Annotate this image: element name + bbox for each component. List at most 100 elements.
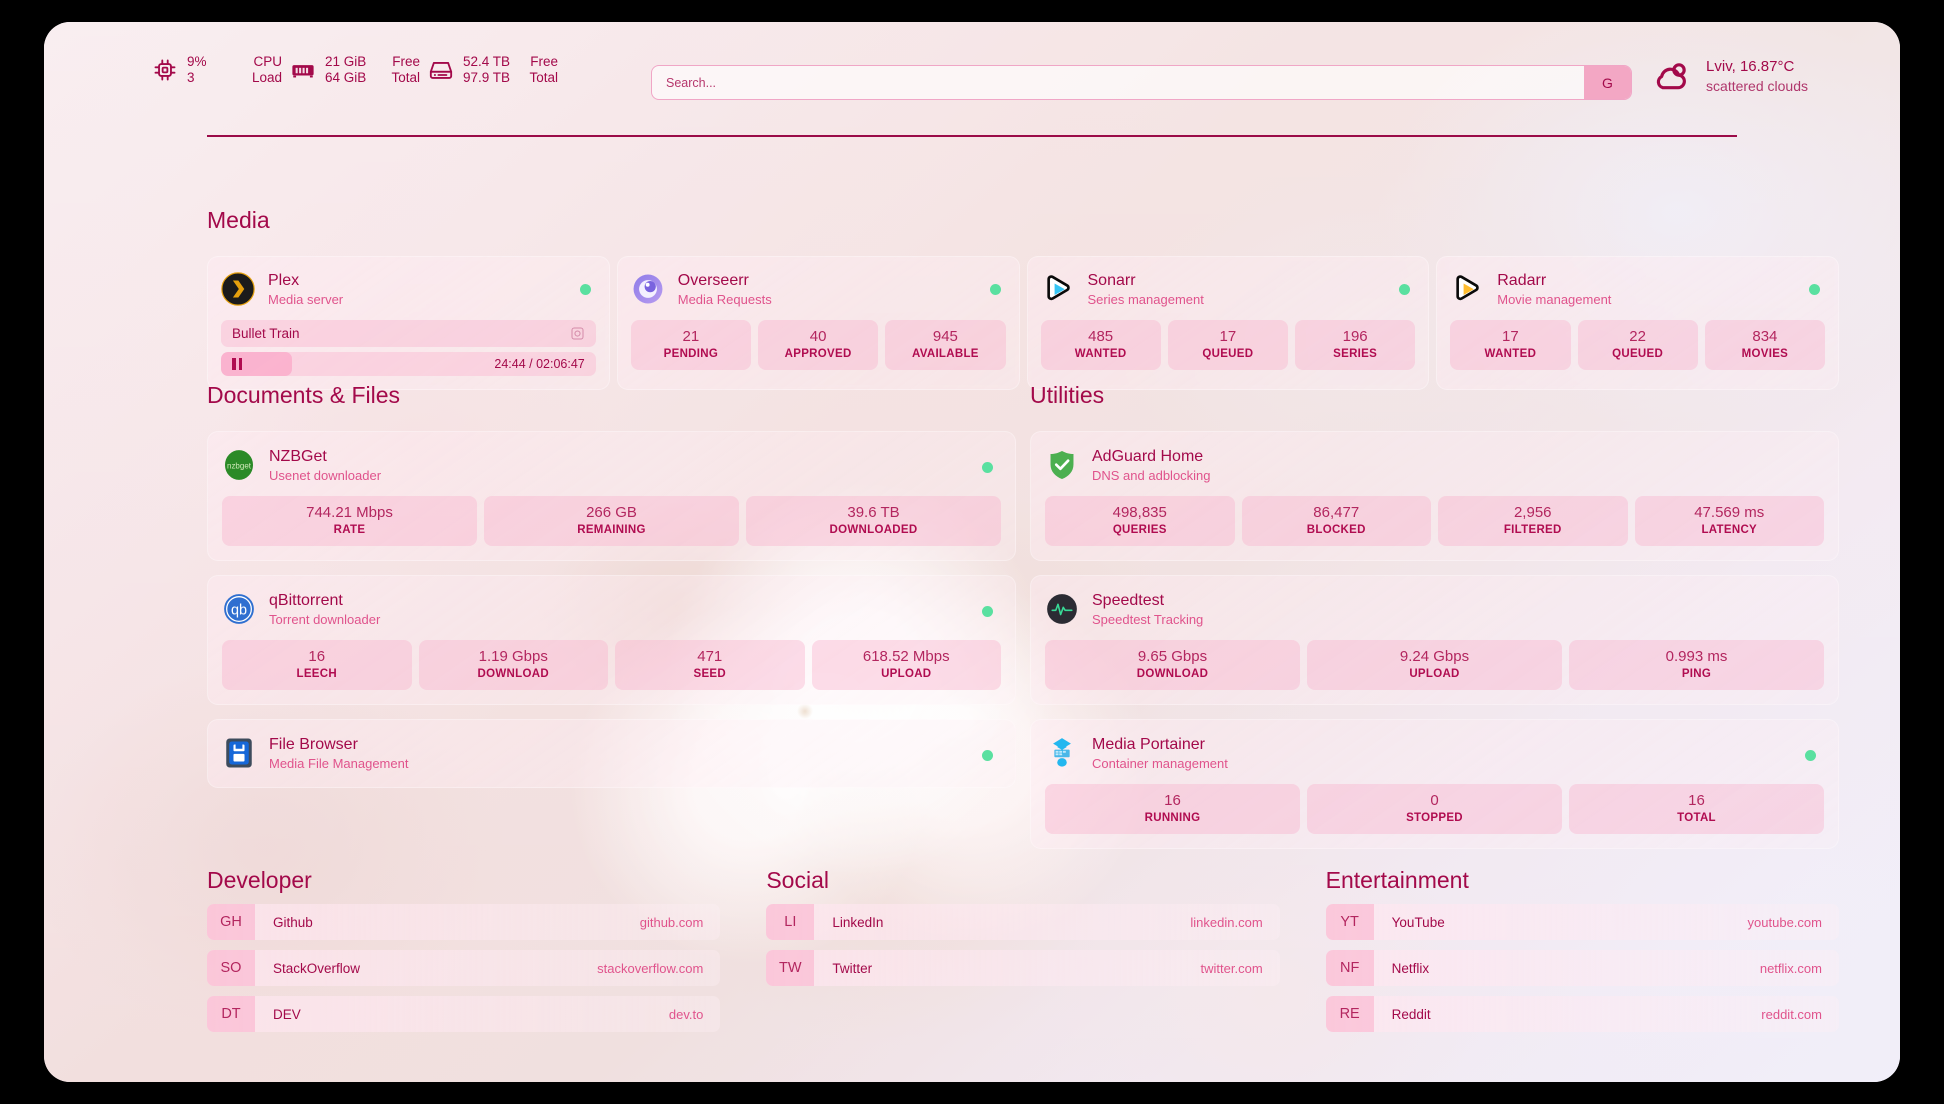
stat-tile[interactable]: 86,477 BLOCKED: [1241, 496, 1431, 546]
stat-label: APPROVED: [784, 348, 852, 360]
service-card[interactable]: Overseerr Media Requests 21 PENDING 40 APPROV…: [616, 256, 1020, 390]
bookmark-link[interactable]: GH Github github.com: [207, 904, 721, 940]
bookmark-link[interactable]: DT DEV dev.to: [207, 996, 721, 1032]
search-bar[interactable]: G: [651, 65, 1632, 100]
utilities-card-stack: AdGuard Home DNS and adblocking 498,835 QUE…: [1030, 431, 1839, 849]
stat-tile[interactable]: 39.6 TB DOWNLOADED: [746, 496, 1001, 546]
stat-tile[interactable]: 498,835 QUERIES: [1045, 496, 1235, 546]
app-name: Sonarr: [1087, 271, 1136, 289]
bookmark-url: twitter.com: [1200, 960, 1263, 976]
card-header[interactable]: Sonarr Series management: [1041, 269, 1416, 309]
bookmark-link[interactable]: YT YouTube youtube.com: [1325, 904, 1839, 940]
stat-tile[interactable]: 0 STOPPED: [1307, 784, 1562, 834]
card-header[interactable]: Media Portainer Container management: [1045, 733, 1824, 773]
cpu-icon: [152, 57, 178, 83]
service-card[interactable]: Media Portainer Container management 16 RUN…: [1030, 719, 1839, 849]
stat-tile[interactable]: 834 MOVIES: [1704, 320, 1825, 370]
adguard-icon: [1045, 448, 1079, 482]
service-card[interactable]: Speedtest Speedtest Tracking 9.65 Gbps DOWN…: [1030, 575, 1839, 705]
card-header[interactable]: Overseerr Media Requests: [631, 269, 1006, 309]
stat-value: 39.6 TB: [847, 504, 900, 521]
service-card[interactable]: nzbget NZBGet Usenet downloader 744.21 Mbps…: [207, 431, 1016, 561]
bookmark-tag: DT: [207, 996, 255, 1032]
app-subtitle: Container management: [1092, 755, 1228, 771]
stat-label: BLOCKED: [1306, 524, 1366, 536]
bookmark-link[interactable]: TW Twitter twitter.com: [766, 950, 1280, 986]
bookmark-group-title: Entertainment: [1325, 867, 1469, 893]
stat-label: UPLOAD: [881, 668, 932, 680]
app-subtitle: Speedtest Tracking: [1092, 611, 1204, 627]
pause-icon[interactable]: [232, 358, 242, 370]
card-header[interactable]: AdGuard Home DNS and adblocking: [1045, 445, 1824, 485]
system-monitor-ram: 21 GiB 64 GiB Free Total: [290, 54, 420, 86]
qbittorrent-icon: qb: [222, 592, 256, 626]
stat-tile[interactable]: 0.993 ms PING: [1569, 640, 1824, 690]
stat-value: 21: [682, 328, 700, 345]
system-monitor-cpu: 9% 3 CPU Load: [152, 54, 282, 86]
stat-tile[interactable]: 16 RUNNING: [1045, 784, 1300, 834]
stat-tile[interactable]: 9.24 Gbps UPLOAD: [1307, 640, 1562, 690]
card-header[interactable]: qb qBittorrent Torrent downloader: [222, 589, 1001, 629]
stat-value: 834: [1752, 328, 1778, 345]
card-header[interactable]: Plex Media server: [221, 269, 596, 309]
search-submit-button[interactable]: G: [1584, 66, 1631, 99]
card-header[interactable]: Radarr Movie management: [1450, 269, 1825, 309]
app-name: Overseerr: [677, 271, 749, 289]
monitor-value-bottom: 64 GiB: [325, 70, 367, 85]
service-card[interactable]: Sonarr Series management 485 WANTED 17 QUEUED…: [1026, 256, 1430, 390]
stat-tile[interactable]: 17 QUEUED: [1167, 320, 1288, 370]
bookmark-tag: GH: [207, 904, 255, 940]
stat-value: 9.65 Gbps: [1137, 648, 1208, 665]
now-playing-title-row[interactable]: Bullet Train: [221, 320, 596, 347]
stat-tile[interactable]: 47.569 ms LATENCY: [1634, 496, 1824, 546]
app-name: AdGuard Home: [1092, 447, 1204, 465]
card-header[interactable]: File Browser Media File Management: [222, 733, 1001, 773]
app-subtitle: DNS and adblocking: [1092, 467, 1211, 483]
stat-tile[interactable]: 40 APPROVED: [758, 320, 879, 370]
stat-tile[interactable]: 21 PENDING: [630, 320, 751, 370]
stat-value: 86,477: [1313, 504, 1360, 521]
stat-tile[interactable]: 485 WANTED: [1040, 320, 1161, 370]
service-card[interactable]: qb qBittorrent Torrent downloader 16 LEECH 1.…: [207, 575, 1016, 705]
card-header[interactable]: nzbget NZBGet Usenet downloader: [222, 445, 1001, 485]
stat-tile[interactable]: 1.19 Gbps DOWNLOAD: [418, 640, 608, 690]
bookmark-link[interactable]: NF Netflix netflix.com: [1325, 950, 1839, 986]
stat-value: 17: [1502, 328, 1519, 345]
stat-tile[interactable]: 471 SEED: [615, 640, 805, 690]
stat-tile[interactable]: 744.21 Mbps RATE: [222, 496, 477, 546]
bookmark-url: youtube.com: [1747, 914, 1822, 930]
stat-tile[interactable]: 945 AVAILABLE: [885, 320, 1006, 370]
stat-tile[interactable]: 17 WANTED: [1450, 320, 1571, 370]
card-header[interactable]: Speedtest Speedtest Tracking: [1045, 589, 1824, 629]
app-name: Radarr: [1497, 271, 1547, 289]
stat-tile[interactable]: 266 GB REMAINING: [484, 496, 739, 546]
app-subtitle: Movie management: [1497, 291, 1612, 307]
service-card[interactable]: File Browser Media File Management: [207, 719, 1016, 788]
ram-icon: [290, 57, 316, 83]
stat-tile[interactable]: 22 QUEUED: [1577, 320, 1698, 370]
now-playing-progress[interactable]: 24:44 / 02:06:47: [221, 352, 596, 376]
stat-tile[interactable]: 16 LEECH: [222, 640, 412, 690]
bookmark-link[interactable]: RE Reddit reddit.com: [1325, 996, 1839, 1032]
dashboard-page: 9% 3 CPU Load 21 GiB 64 GiB Free Total 52.4 TB 97…: [44, 22, 1900, 1082]
stat-label: QUEUED: [1202, 348, 1254, 360]
filebrowser-icon: [222, 736, 256, 770]
bookmark-link[interactable]: LI LinkedIn linkedin.com: [766, 904, 1280, 940]
bookmark-link[interactable]: SO StackOverflow stackoverflow.com: [207, 950, 721, 986]
app-subtitle: Media Requests: [677, 291, 772, 307]
status-indicator-online: [1805, 750, 1816, 761]
app-name: Speedtest: [1092, 591, 1165, 609]
stat-tile[interactable]: 2,956 FILTERED: [1438, 496, 1628, 546]
service-card[interactable]: Radarr Movie management 17 WANTED 22 QUEUED 83…: [1436, 256, 1839, 390]
service-card[interactable]: Plex Media server Bullet Train 24:44 / 02:0…: [207, 256, 610, 390]
documents-section: Documents & Files nzbget NZBGet Usenet dow…: [207, 382, 1016, 849]
stat-tile[interactable]: 16 TOTAL: [1569, 784, 1824, 834]
stat-tile[interactable]: 9.65 Gbps DOWNLOAD: [1045, 640, 1300, 690]
stat-tile[interactable]: 618.52 Mbps UPLOAD: [811, 640, 1001, 690]
bookmark-url: dev.to: [668, 1006, 704, 1022]
search-input[interactable]: [652, 66, 1584, 99]
stat-tile[interactable]: 196 SERIES: [1295, 320, 1416, 370]
service-card[interactable]: AdGuard Home DNS and adblocking 498,835 QUE…: [1030, 431, 1839, 561]
sonarr-icon: [1041, 272, 1075, 306]
camera-icon[interactable]: [570, 326, 585, 341]
